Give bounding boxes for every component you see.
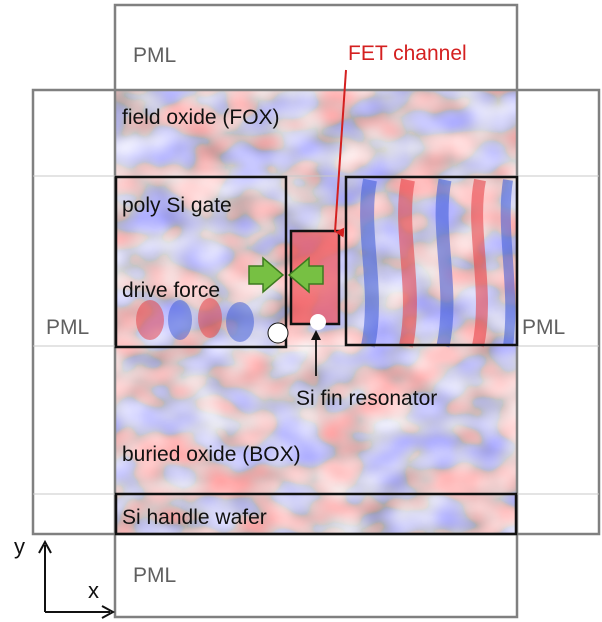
fin-base-marks xyxy=(267,314,326,344)
y-axis-label: y xyxy=(14,534,25,559)
fet-channel-arrow xyxy=(334,69,347,238)
gate-field-pattern xyxy=(136,298,254,342)
field-map xyxy=(115,90,517,534)
right-block-outline xyxy=(344,175,519,347)
buried-oxide-label: buried oxide (BOX) xyxy=(122,443,301,466)
pml-left-label: PML xyxy=(46,316,89,339)
field-oxide-label: field oxide (FOX) xyxy=(122,106,280,129)
si-handle-label: Si handle wafer xyxy=(122,506,267,529)
fet-channel-label: FET channel xyxy=(348,42,467,65)
poly-gate-label: poly Si gate xyxy=(122,194,232,217)
handle-wafer-outline xyxy=(114,492,518,536)
drive-force-label: drive force xyxy=(122,279,220,302)
pml-top-label: PML xyxy=(133,44,176,67)
axes xyxy=(38,539,116,619)
drive-force-arrows xyxy=(248,256,324,294)
pml-right-label: PML xyxy=(522,316,565,339)
gate-outline xyxy=(114,175,288,349)
si-fin-label: Si fin resonator xyxy=(296,387,437,410)
x-axis-label: x xyxy=(88,578,99,603)
pml-bottom-label: PML xyxy=(133,564,176,587)
labels: PML PML PML PML FET channel field oxide … xyxy=(14,42,565,603)
structure-outlines xyxy=(114,175,519,536)
right-pointing-arrow-icon xyxy=(248,256,285,294)
wave-bands xyxy=(360,178,516,348)
si-fin-pointer xyxy=(311,330,321,376)
left-pointing-arrow-icon xyxy=(287,256,324,294)
